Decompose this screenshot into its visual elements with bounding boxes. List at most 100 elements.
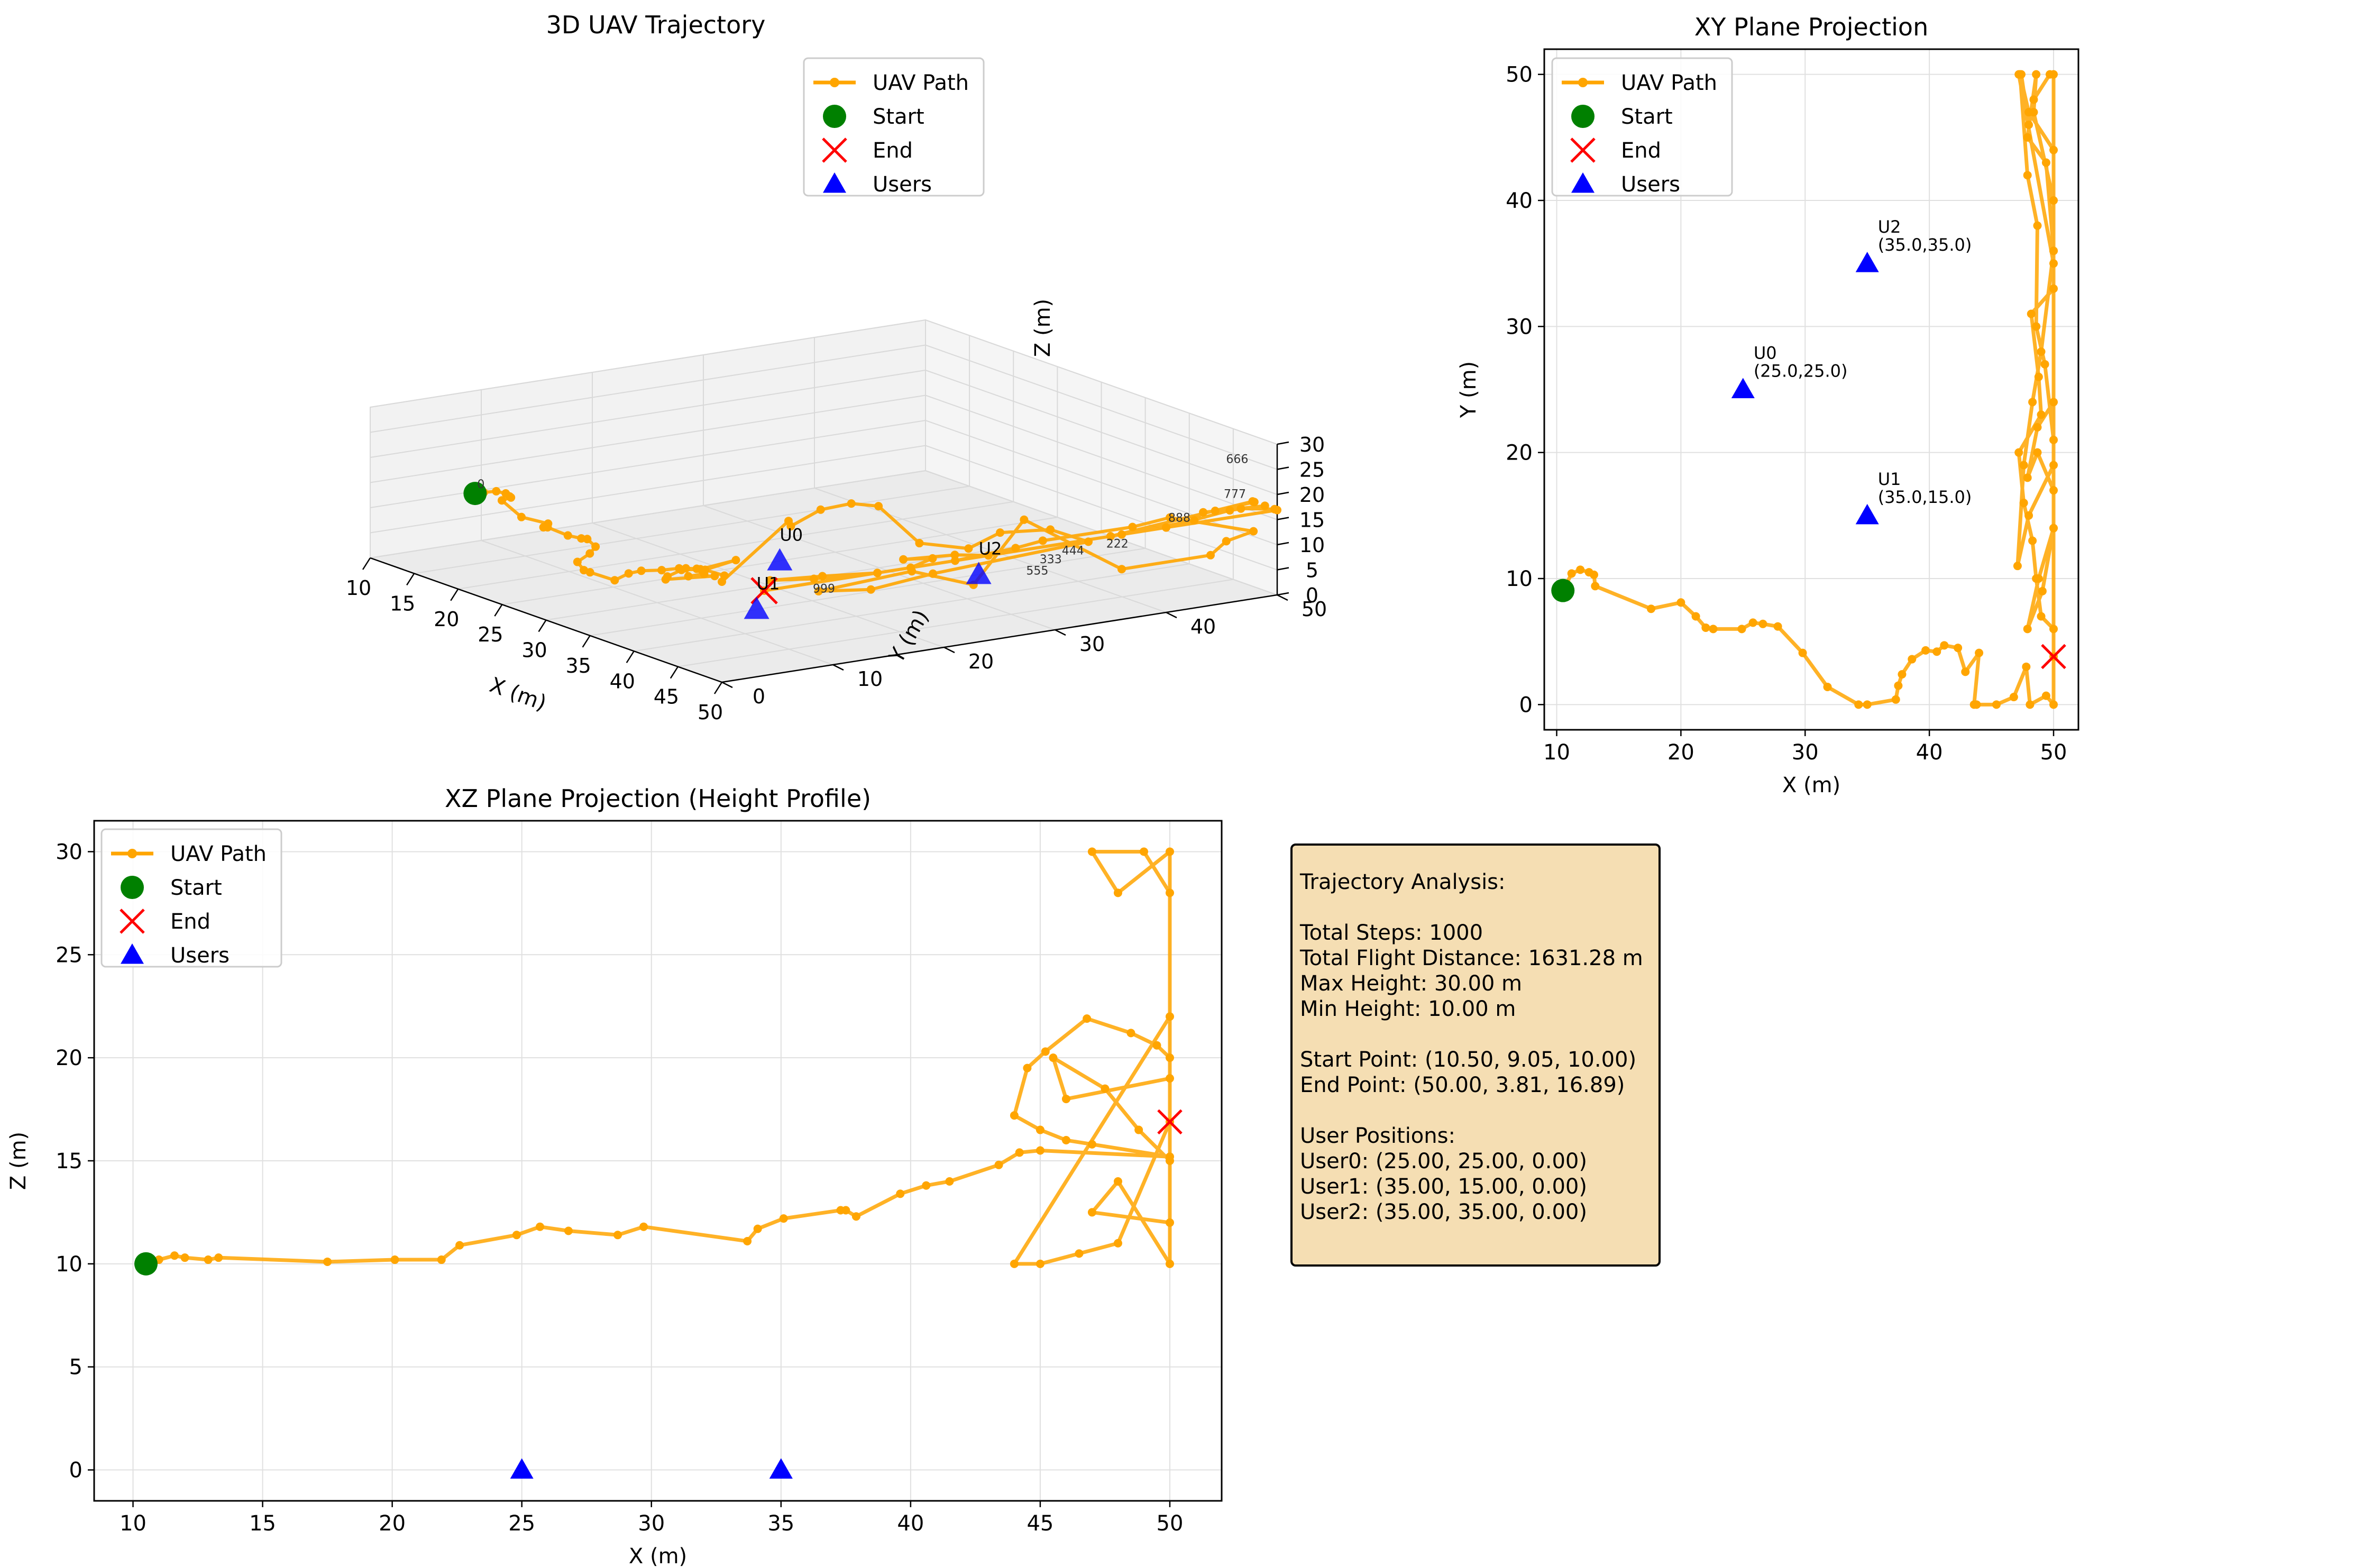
path-point: [1010, 1111, 1019, 1120]
analysis-line: Trajectory Analysis:: [1300, 870, 1506, 894]
path-point: [543, 523, 552, 532]
analysis-line: [1300, 1098, 1651, 1123]
z-tick-label: 25: [1299, 459, 1325, 482]
grid-line: [370, 370, 926, 458]
analysis-line: End Point: (50.00, 3.81, 16.89): [1300, 1073, 1625, 1097]
path-point: [1036, 1146, 1044, 1155]
path-point: [2026, 700, 2035, 709]
analysis-line: Start Point: (10.50, 9.05, 10.00): [1300, 1048, 1637, 1072]
analysis-line: Total Flight Distance: 1631.28 m: [1300, 946, 1643, 970]
z-tick: [1277, 567, 1289, 571]
analysis-line: Min Height: 10.00 m: [1300, 997, 1516, 1021]
user-marker: [744, 597, 769, 619]
x-axis-label: X (m): [629, 1544, 687, 1568]
grid-line: [703, 505, 1056, 630]
path-point: [214, 1253, 223, 1262]
path-point: [814, 586, 823, 595]
grid-line: [925, 344, 1278, 470]
chart-title: XZ Plane Projection (Height Profile): [445, 784, 871, 813]
grid-line: [370, 445, 926, 534]
y-tick-label: 0: [69, 1459, 83, 1483]
path-point: [1249, 527, 1258, 536]
path-point: [1932, 647, 1941, 656]
z-tick: [1277, 466, 1289, 470]
y-tick-label: 20: [56, 1046, 83, 1070]
path-point: [743, 1236, 752, 1245]
y-tick-label: 10: [1506, 567, 1533, 591]
path-point: [2027, 309, 2036, 318]
path-point: [1128, 522, 1137, 531]
path-point: [1709, 625, 1718, 634]
path-point: [1190, 516, 1199, 525]
legend-users-marker: [1571, 172, 1595, 193]
path-point: [684, 572, 693, 581]
step-label: 444: [1062, 545, 1084, 558]
path-point: [710, 572, 719, 581]
legend-label: Users: [1621, 172, 1680, 197]
path-point: [779, 1214, 788, 1223]
path-point: [2009, 693, 2018, 702]
x-tick: [626, 650, 635, 663]
analysis-line: User2: (35.00, 35.00, 0.00): [1300, 1200, 1587, 1224]
path-point: [657, 566, 666, 575]
path-point: [2049, 259, 2058, 268]
path-point: [2041, 158, 2050, 167]
path-point: [2023, 171, 2032, 180]
path-point: [810, 574, 819, 583]
end-marker-stroke: [1570, 137, 1596, 163]
path-point: [1273, 506, 1281, 515]
path-point: [899, 555, 908, 564]
path-point: [818, 572, 827, 581]
path-point: [2049, 625, 2058, 634]
legend-users-marker: [121, 943, 144, 964]
legend-end-marker: [1570, 137, 1596, 163]
path-point: [786, 522, 795, 531]
end-marker: [2041, 644, 2066, 670]
z-tick-label: 30: [1299, 433, 1325, 456]
step-label: 222: [1106, 537, 1129, 551]
legend-label: UAV Path: [873, 71, 969, 95]
path-point: [1222, 537, 1231, 546]
legend-box: [1551, 57, 1733, 197]
path-point: [1940, 641, 1949, 650]
legend-path-marker: [830, 78, 839, 87]
user-marker: [767, 548, 793, 571]
grid-line: [925, 395, 1278, 520]
path-point: [564, 1226, 573, 1235]
x-tick-label: 45: [654, 685, 679, 709]
path-point: [1225, 506, 1234, 515]
path-point: [1036, 1125, 1044, 1134]
grid-line: [634, 563, 1189, 652]
legend-start-marker: [121, 876, 144, 899]
path-point: [1961, 667, 1970, 676]
user-marker: [1855, 503, 1879, 525]
path-point: [1165, 1259, 1174, 1268]
chart-title: XY Plane Projection: [1694, 13, 1928, 41]
step-label: 666: [1226, 453, 1248, 466]
path-point: [1975, 648, 1984, 657]
path-point: [1011, 544, 1020, 553]
path-point: [866, 585, 875, 594]
y-tick-label: 20: [968, 650, 994, 673]
path-point: [929, 569, 937, 578]
y-axis-line: [721, 594, 1278, 683]
path-point: [1083, 1014, 1092, 1023]
grid-line: [370, 395, 926, 483]
step-label: 777: [1224, 488, 1246, 501]
path-point: [2034, 372, 2043, 381]
end-marker-stroke: [822, 137, 847, 163]
x-tick-label: 20: [434, 608, 459, 631]
path-point: [1113, 1239, 1122, 1248]
path-point: [563, 531, 572, 540]
y-tick-label: 5: [69, 1355, 83, 1380]
path-point: [1087, 847, 1096, 856]
path-point: [2028, 536, 2037, 545]
x-tick-label: 15: [390, 592, 415, 615]
path-point: [1020, 515, 1029, 524]
x-tick-label: 50: [2040, 740, 2067, 765]
path-point: [2029, 108, 2038, 117]
path-point: [1165, 1074, 1174, 1083]
x-tick: [582, 635, 591, 648]
path-point: [1823, 682, 1832, 691]
plot-frame: [93, 820, 1223, 1502]
